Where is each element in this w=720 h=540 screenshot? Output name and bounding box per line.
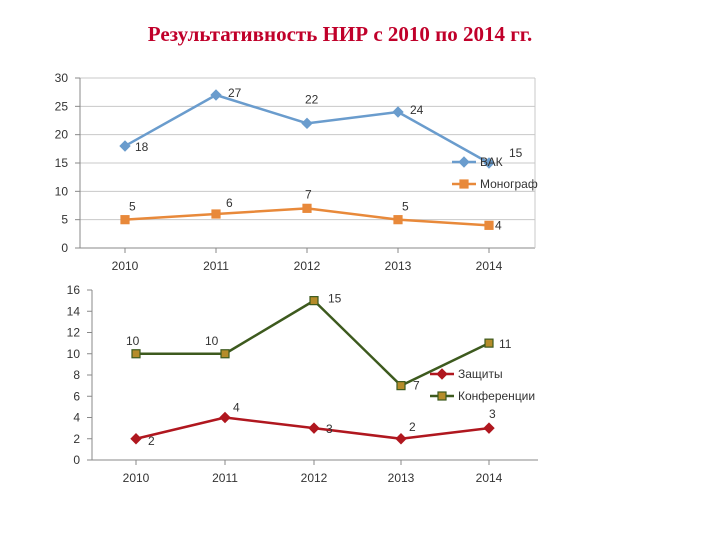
legend-label: ВАК: [480, 155, 503, 169]
data-label: 10: [126, 334, 140, 348]
data-label: 5: [402, 200, 409, 214]
y-tick-label: 6: [73, 389, 80, 403]
data-label: 7: [305, 187, 312, 201]
data-point-square: [131, 349, 141, 359]
data-point-square: [120, 215, 130, 225]
x-tick-label: 2013: [385, 259, 412, 273]
x-tick-label: 2012: [301, 471, 328, 485]
legend-label: Конференции: [458, 389, 535, 403]
x-tick-label: 2012: [294, 259, 321, 273]
data-point-diamond: [210, 89, 222, 101]
data-label: 4: [495, 218, 502, 232]
legend-marker-square: [437, 391, 447, 401]
data-label: 15: [328, 292, 342, 306]
y-tick-label: 20: [55, 128, 69, 142]
y-tick-label: 0: [61, 241, 68, 255]
data-point-diamond: [130, 433, 142, 445]
chart-title: Результативность НИР с 2010 по 2014 гг.: [147, 22, 533, 46]
data-label: 10: [205, 334, 219, 348]
data-point-diamond: [219, 411, 231, 424]
data-label: 2: [409, 420, 416, 434]
x-tick-label: 2010: [123, 471, 150, 485]
data-label: 15: [509, 146, 523, 160]
data-label: 3: [326, 422, 333, 436]
data-label: 2: [148, 434, 155, 448]
data-point-diamond: [392, 106, 404, 118]
y-tick-label: 14: [67, 304, 81, 318]
data-label: 4: [233, 401, 240, 415]
data-point-square: [484, 338, 494, 348]
x-tick-label: 2010: [112, 259, 139, 273]
data-point-diamond: [119, 140, 131, 152]
data-label: 11: [499, 337, 512, 351]
data-point-square: [393, 215, 403, 225]
data-label: 6: [226, 196, 233, 210]
x-tick-label: 2014: [476, 471, 503, 485]
data-point-square: [220, 349, 230, 359]
data-point-diamond: [395, 433, 407, 445]
data-label: 22: [305, 92, 319, 106]
data-label: 5: [129, 200, 136, 214]
data-point-diamond: [483, 157, 495, 169]
y-tick-label: 0: [73, 453, 80, 467]
x-tick-label: 2011: [212, 471, 238, 485]
y-tick-label: 8: [73, 368, 80, 382]
y-tick-label: 30: [55, 71, 69, 85]
data-point-diamond: [483, 422, 495, 434]
data-label: 3: [489, 407, 496, 421]
y-tick-label: 10: [67, 347, 81, 361]
legend-marker-diamond: [458, 156, 470, 168]
x-tick-label: 2011: [203, 259, 229, 273]
data-label: 7: [413, 379, 420, 393]
y-tick-label: 12: [67, 326, 81, 340]
legend-label: Монограф: [480, 177, 538, 191]
data-label: 18: [135, 140, 149, 154]
data-point-diamond: [301, 117, 313, 130]
x-tick-label: 2013: [388, 471, 415, 485]
data-point-diamond: [308, 422, 320, 434]
data-point-square: [309, 296, 319, 306]
legend-label: Защиты: [458, 367, 503, 381]
x-tick-label: 2014: [476, 259, 503, 273]
y-tick-label: 16: [67, 283, 81, 297]
data-point-square: [211, 209, 221, 219]
data-point-square: [396, 381, 406, 391]
y-tick-label: 15: [55, 156, 69, 170]
legend-marker-diamond: [436, 368, 448, 380]
y-tick-label: 4: [73, 411, 80, 425]
y-tick-label: 25: [55, 99, 69, 113]
data-point-square: [484, 220, 494, 230]
data-label: 24: [410, 103, 424, 117]
data-point-square: [302, 203, 312, 213]
y-tick-label: 5: [61, 213, 68, 227]
y-tick-label: 2: [73, 432, 80, 446]
data-label: 27: [228, 86, 242, 100]
legend-marker-square: [459, 179, 469, 189]
y-tick-label: 10: [55, 184, 69, 198]
